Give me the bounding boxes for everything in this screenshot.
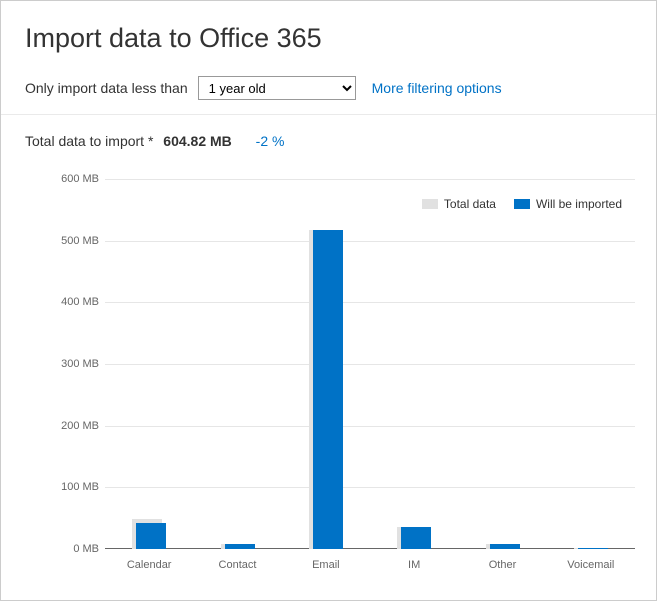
y-tick-label: 100 MB <box>53 481 99 493</box>
gridline <box>105 426 635 427</box>
bar-group <box>574 179 608 549</box>
bar-group <box>397 179 431 549</box>
bar-imported <box>490 544 520 549</box>
summary-delta: -2 % <box>256 133 285 149</box>
plot-area <box>105 179 635 549</box>
gridline <box>105 302 635 303</box>
bar-imported <box>578 548 608 549</box>
gridline <box>105 179 635 180</box>
chart: Total data Will be imported 0 MB100 MB20… <box>53 179 632 579</box>
import-panel: Import data to Office 365 Only import da… <box>0 0 657 601</box>
bar-group <box>132 179 166 549</box>
bar-imported <box>225 544 255 549</box>
y-tick-label: 400 MB <box>53 296 99 308</box>
bar-imported <box>401 527 431 549</box>
summary-label: Total data to import * <box>25 133 153 149</box>
bar-group <box>309 179 343 549</box>
gridline <box>105 364 635 365</box>
x-tick-label: IM <box>408 559 420 571</box>
bar-group <box>486 179 520 549</box>
section-divider <box>1 114 656 115</box>
y-tick-label: 0 MB <box>53 543 99 555</box>
page-title: Import data to Office 365 <box>25 23 632 54</box>
summary-amount: 604.82 MB <box>163 133 231 149</box>
x-tick-label: Other <box>489 559 517 571</box>
x-axis-baseline <box>105 548 635 549</box>
y-tick-label: 300 MB <box>53 358 99 370</box>
bar-group <box>221 179 255 549</box>
y-tick-label: 600 MB <box>53 173 99 185</box>
bar-imported <box>313 230 343 549</box>
more-filtering-link[interactable]: More filtering options <box>372 80 502 96</box>
x-tick-label: Voicemail <box>567 559 614 571</box>
age-filter-select[interactable]: 1 year old <box>198 76 356 100</box>
x-tick-label: Contact <box>219 559 257 571</box>
bar-imported <box>136 523 166 549</box>
x-tick-label: Calendar <box>127 559 172 571</box>
age-filter-label: Only import data less than <box>25 80 188 96</box>
x-tick-label: Email <box>312 559 340 571</box>
gridline <box>105 487 635 488</box>
filter-row: Only import data less than 1 year old Mo… <box>25 76 632 100</box>
y-tick-label: 500 MB <box>53 235 99 247</box>
summary-row: Total data to import * 604.82 MB -2 % <box>25 133 632 149</box>
y-tick-label: 200 MB <box>53 420 99 432</box>
gridline <box>105 241 635 242</box>
